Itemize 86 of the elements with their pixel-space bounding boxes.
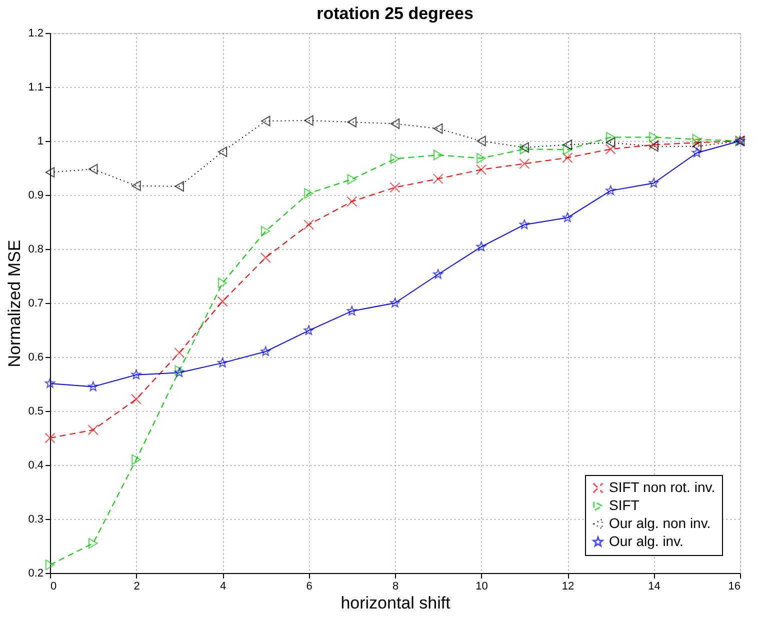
x-tick-label: 10 [476,580,488,592]
point [261,226,270,236]
y-tick-label: 0.7 [28,298,44,310]
point [476,242,486,252]
point [476,164,486,175]
point [304,115,314,126]
legend-label: Our alg. non inv. [609,515,711,531]
point [434,150,443,160]
point [562,212,573,222]
x-tick-label: 8 [392,580,399,592]
y-tick-label: 1.1 [28,82,44,94]
point [44,378,56,388]
y-tick-label: 1 [37,136,44,148]
point [131,394,142,404]
x-axis-title: horizontal shift [340,594,451,612]
point [174,181,184,192]
point [562,144,572,155]
y-tick-label: 0.6 [28,352,44,364]
point [390,298,400,308]
y-axis-title: Normalized MSE [5,240,24,368]
point [434,123,443,134]
point [304,325,314,335]
y-tick-label: 1.2 [28,28,44,40]
point [390,182,400,193]
y-tick-label: 0.4 [28,460,44,472]
x-tick-label: 12 [562,580,574,592]
point [304,219,314,230]
legend-label: SIFT [609,497,640,513]
x-tick-label: 16 [728,580,740,592]
point [606,132,616,142]
y-tick-label: 0.3 [28,514,44,526]
point [44,432,56,444]
point [132,454,141,465]
point [562,152,573,163]
point [260,252,271,263]
point [131,370,142,380]
point [606,137,616,148]
x-tick-label: 0 [50,580,57,592]
y-tick-label: 0.5 [28,406,44,418]
point [476,153,486,164]
chart-title: rotation 25 degrees [316,4,474,23]
point [174,367,184,377]
point [433,269,444,279]
point [648,178,659,188]
point [519,158,530,169]
x-tick-label: 6 [306,580,312,592]
legend-label: Our alg. inv. [609,533,684,549]
point [88,424,98,436]
point [260,346,271,356]
point [649,132,658,142]
point [346,306,357,316]
point [605,144,616,154]
point [692,134,702,145]
point [218,278,228,288]
y-tick-label: 0.9 [28,190,44,202]
y-tick-label: 0.2 [28,568,44,580]
point [692,137,702,148]
point [347,174,356,185]
point [261,116,270,126]
y-tick-label: 0.8 [28,244,44,256]
x-tick-label: 14 [648,580,660,592]
point [347,116,356,128]
point [174,347,185,358]
point [218,146,228,158]
point [562,140,572,150]
x-tick-label: 2 [134,580,140,592]
point [390,154,400,164]
point [606,185,616,196]
point [692,148,702,158]
point [88,164,98,174]
point [692,141,702,152]
point [346,196,358,207]
point [132,180,141,192]
point [88,538,98,549]
point [304,188,314,199]
point [45,167,55,178]
legend-label: SIFT non rot. inv. [609,479,716,495]
point [217,358,228,368]
point [88,381,98,392]
x-tick-label: 4 [220,580,226,592]
point [432,174,444,184]
point [390,118,400,129]
point [519,219,530,230]
point [217,296,228,307]
point [45,560,55,570]
point [476,136,486,146]
